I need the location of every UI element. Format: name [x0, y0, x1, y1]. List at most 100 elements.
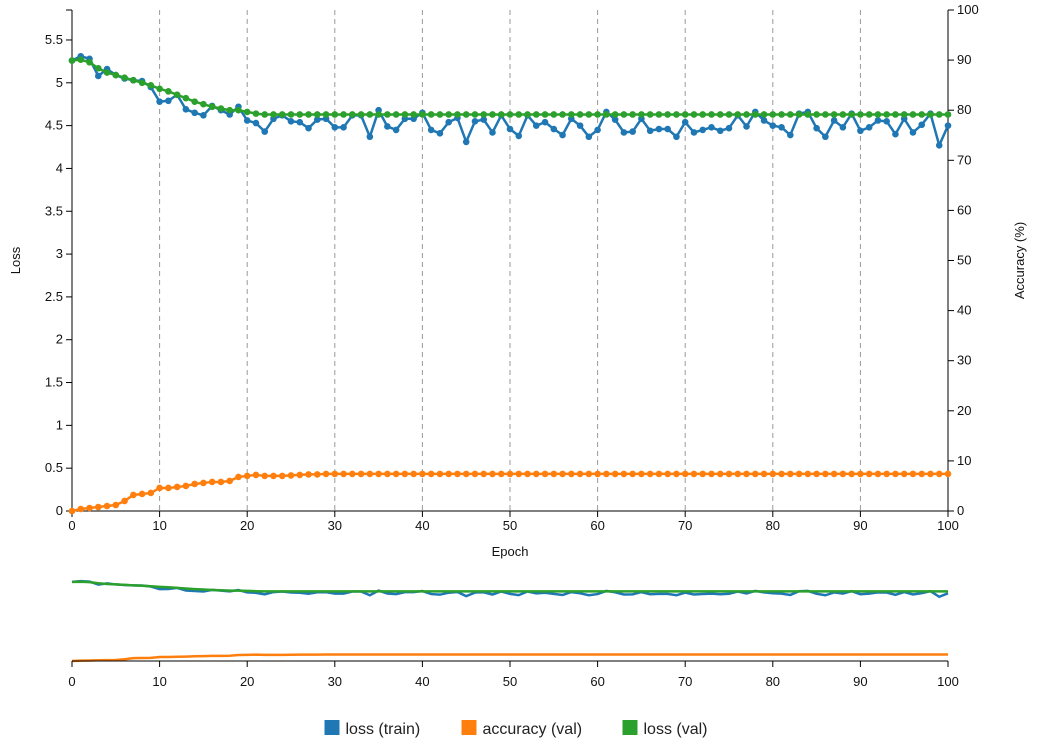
y-right-tick-label: 0 — [957, 503, 964, 518]
data-point — [909, 111, 917, 118]
data-point — [165, 97, 172, 105]
data-point — [147, 82, 155, 89]
data-point — [270, 472, 277, 480]
y-right-tick-label: 80 — [957, 102, 971, 117]
data-point — [900, 470, 908, 478]
data-point — [830, 111, 838, 118]
context-brush-plot[interactable]: 0 10 20 30 40 50 60 70 80 90 100 — [68, 579, 959, 689]
data-point — [664, 470, 671, 478]
context-x-tick-label: 100 — [937, 674, 959, 689]
data-point — [664, 111, 671, 118]
context-series-line — [71, 580, 948, 593]
data-point — [813, 470, 820, 478]
data-point — [883, 111, 890, 118]
data-point — [252, 471, 260, 479]
data-point — [760, 111, 768, 118]
data-point — [725, 111, 733, 118]
data-point — [226, 106, 233, 114]
y-right-tick-label: 100 — [957, 2, 979, 17]
data-point — [690, 129, 698, 136]
data-point — [629, 111, 636, 118]
main-plot[interactable]: 0 10 20 30 40 50 60 70 80 90 100 00.511.522.533.54… — [8, 2, 1027, 559]
data-point — [576, 470, 584, 478]
data-point — [515, 470, 523, 478]
data-point — [392, 126, 400, 134]
data-point — [462, 470, 470, 478]
data-point — [708, 124, 715, 131]
data-point — [935, 111, 943, 118]
data-point — [524, 111, 531, 118]
data-point — [918, 121, 926, 129]
data-point — [217, 105, 225, 112]
data-point — [778, 111, 785, 118]
data-point — [927, 111, 934, 118]
data-point — [603, 111, 610, 118]
data-point — [173, 483, 181, 491]
data-point — [322, 470, 330, 478]
data-point — [646, 127, 654, 135]
data-point — [909, 129, 917, 136]
data-point — [147, 489, 155, 497]
data-point — [646, 111, 654, 118]
data-point — [156, 85, 163, 93]
data-point — [357, 111, 365, 118]
data-point — [182, 106, 190, 113]
data-point — [489, 111, 496, 118]
data-point — [454, 470, 461, 478]
data-point — [243, 108, 251, 116]
data-point — [865, 124, 873, 131]
legend-item[interactable]: loss (train) — [324, 720, 421, 738]
data-point — [550, 111, 558, 118]
legend: loss (train) accuracy (val) loss (val) — [324, 720, 708, 738]
data-point — [541, 118, 549, 126]
data-point — [795, 111, 803, 118]
y-right-tick-label: 60 — [957, 202, 971, 217]
data-point — [883, 118, 890, 125]
data-point — [130, 491, 137, 499]
y-right-tick-label: 50 — [957, 253, 971, 268]
data-point — [322, 111, 330, 118]
vertical-grid — [159, 10, 949, 511]
legend-item[interactable]: loss (val) — [622, 720, 708, 738]
data-point — [287, 118, 295, 125]
data-point — [436, 470, 444, 478]
data-point — [611, 470, 619, 478]
data-point — [892, 130, 899, 138]
y-left-tick-label: 2 — [56, 332, 63, 347]
data-point — [883, 470, 890, 478]
data-point — [165, 484, 172, 492]
y-left-tick-label: 1 — [56, 417, 63, 432]
data-point — [296, 111, 304, 118]
data-point — [200, 479, 207, 487]
data-point — [515, 132, 523, 140]
data-point — [611, 111, 619, 118]
data-point — [769, 470, 777, 478]
data-point — [427, 126, 435, 134]
data-point — [944, 111, 952, 118]
data-point — [506, 125, 514, 133]
data-point — [445, 118, 452, 126]
data-point — [541, 111, 549, 118]
y-left-tick-label: 0 — [56, 503, 63, 518]
data-point — [103, 502, 111, 510]
data-point — [392, 111, 400, 118]
data-point — [576, 122, 584, 129]
legend-item[interactable]: accuracy (val) — [461, 720, 583, 738]
data-point — [681, 470, 689, 478]
data-point — [664, 125, 671, 133]
x-axis-label: Epoch — [492, 544, 529, 559]
x-tick-label: 10 — [152, 518, 166, 533]
y-right-tick-label: 30 — [957, 353, 971, 368]
data-point — [340, 111, 347, 118]
context-x-tick-label: 10 — [152, 674, 166, 689]
data-point — [112, 501, 120, 509]
data-point — [471, 470, 479, 478]
data-point — [865, 470, 873, 478]
context-x-tick-label: 30 — [328, 674, 342, 689]
data-point — [743, 111, 750, 118]
data-point — [927, 470, 934, 478]
data-point — [401, 470, 409, 478]
data-point — [673, 470, 680, 478]
data-point — [935, 142, 943, 149]
